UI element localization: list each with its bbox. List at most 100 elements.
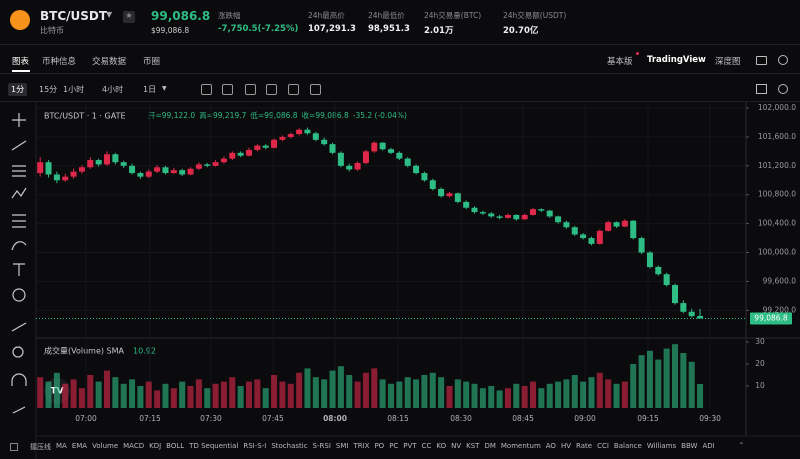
stat-label: 24h交易额(USDT) (503, 11, 567, 20)
indicator[interactable]: EMA (71, 442, 88, 450)
indicator[interactable]: MACD (123, 442, 145, 450)
toolbar-icon[interactable] (222, 84, 233, 95)
indicator[interactable]: MA (56, 442, 67, 450)
indicator[interactable]: BOLL (166, 442, 185, 450)
volume-bar (429, 372, 436, 408)
tab-underline (12, 70, 30, 72)
toolbar-icon[interactable] (266, 84, 277, 95)
camera-icon[interactable] (756, 56, 767, 65)
toolbar-icon[interactable] (245, 84, 256, 95)
volume-bar (37, 377, 44, 408)
candle-body (321, 139, 328, 145)
indicator[interactable]: 擂压线 (30, 443, 51, 451)
volume-bar (521, 386, 528, 408)
stat-value: 2.01万 (424, 26, 454, 36)
symbol[interactable]: BTC/USDT (40, 9, 108, 23)
indicator[interactable]: S-RSI (312, 442, 331, 450)
indicator[interactable]: Rate (576, 442, 593, 450)
indicator[interactable]: NV (451, 442, 462, 450)
candle-body (195, 164, 202, 169)
volume-bar (137, 386, 144, 408)
volume-bar (454, 379, 461, 408)
indicator[interactable]: AO (545, 442, 556, 450)
stat-label: 24h交易量(BTC) (424, 11, 482, 20)
indicator[interactable]: Volume (92, 442, 119, 450)
volume-bar (296, 372, 303, 408)
indicator[interactable]: ADI (702, 442, 715, 450)
indicator[interactable]: PO (374, 442, 385, 450)
y-tick-label: 100,000.0 (758, 248, 796, 257)
expand-arrow[interactable]: ⌃ (738, 441, 745, 450)
toolbar-icon[interactable] (201, 84, 212, 95)
candle-body (187, 168, 194, 175)
volume-bar (555, 381, 562, 408)
tab[interactable]: 图表 (12, 57, 30, 67)
candle-body (179, 170, 186, 175)
x-tick-label: 07:00 (75, 414, 97, 423)
ohlc-readout: 收=99,086.8 (302, 110, 349, 120)
x-tick-label: 09:30 (699, 414, 721, 423)
toolbar-icon[interactable] (310, 84, 321, 95)
indicator[interactable]: Momentum (500, 442, 541, 450)
interval[interactable]: 4小时 (102, 85, 124, 94)
indicator[interactable]: DM (484, 442, 496, 450)
interval[interactable]: 1小时 (63, 85, 85, 94)
candle-body (170, 170, 177, 174)
tab[interactable]: 币圈 (143, 57, 161, 67)
indicator[interactable]: Stochastic (271, 442, 308, 450)
indicator[interactable]: Balance (613, 442, 642, 450)
favorite[interactable]: ★ (123, 11, 135, 23)
candle-body (362, 151, 369, 163)
volume-bar (229, 377, 236, 408)
indicator[interactable]: RSI-S-I (243, 442, 267, 450)
interval[interactable]: 1日 (143, 85, 157, 94)
candle-body (337, 152, 344, 166)
dropdown-arrow[interactable]: ▼ (106, 10, 113, 19)
volume-bar (630, 364, 637, 408)
indicator[interactable]: HV (560, 442, 572, 450)
ohlc-readout: 开=99,122.0 (148, 111, 195, 120)
candle-body (120, 162, 127, 166)
indicator[interactable]: Williams (646, 442, 677, 450)
volume-bar (271, 375, 278, 408)
toolbar-icon[interactable] (778, 84, 788, 94)
volume-bar (287, 383, 294, 408)
view-option[interactable]: 基本版 (607, 57, 633, 67)
candle-body (613, 222, 620, 227)
indicator[interactable]: KST (466, 442, 480, 450)
candle-body (680, 303, 687, 312)
indicator[interactable]: TD Sequential (189, 442, 239, 450)
x-tick-label: 09:00 (574, 414, 596, 423)
toolbar-icon[interactable] (756, 84, 767, 94)
candle-body (112, 154, 119, 163)
tab[interactable]: 币种信息 (42, 57, 77, 67)
indicator[interactable]: CC (421, 442, 432, 450)
volume-bar (70, 379, 77, 408)
view-option[interactable]: TradingView (647, 55, 706, 65)
volume-bar (379, 379, 386, 408)
candle-body (154, 167, 161, 172)
view-option[interactable]: 深度图 (715, 57, 741, 67)
indicator[interactable]: TRIX (353, 442, 370, 450)
tab[interactable]: 交易数据 (92, 57, 127, 67)
settings-icon[interactable] (778, 55, 788, 65)
indicator-icon[interactable] (10, 443, 18, 451)
indicator[interactable]: KO (436, 442, 447, 450)
interval[interactable]: 1分 (8, 83, 28, 96)
interval[interactable]: 15分 (39, 85, 58, 94)
indicator[interactable]: PC (389, 442, 399, 450)
volume-bar (605, 379, 612, 408)
x-tick-label: 08:15 (387, 414, 409, 423)
toolbar-icon[interactable] (288, 84, 299, 95)
last-price: 99,086.8 (151, 9, 211, 23)
x-tick-label: 07:30 (200, 414, 222, 423)
indicator[interactable]: KDJ (149, 442, 162, 450)
indicator[interactable]: CCI (597, 442, 609, 450)
indicator[interactable]: PVT (403, 442, 417, 450)
x-tick-label: 09:15 (637, 414, 659, 423)
volume-bar (220, 381, 227, 408)
volume-bar (95, 381, 102, 408)
indicator[interactable]: BBW (681, 442, 698, 450)
interval-arrow[interactable]: ▼ (162, 85, 167, 92)
indicator[interactable]: SMI (335, 442, 349, 450)
